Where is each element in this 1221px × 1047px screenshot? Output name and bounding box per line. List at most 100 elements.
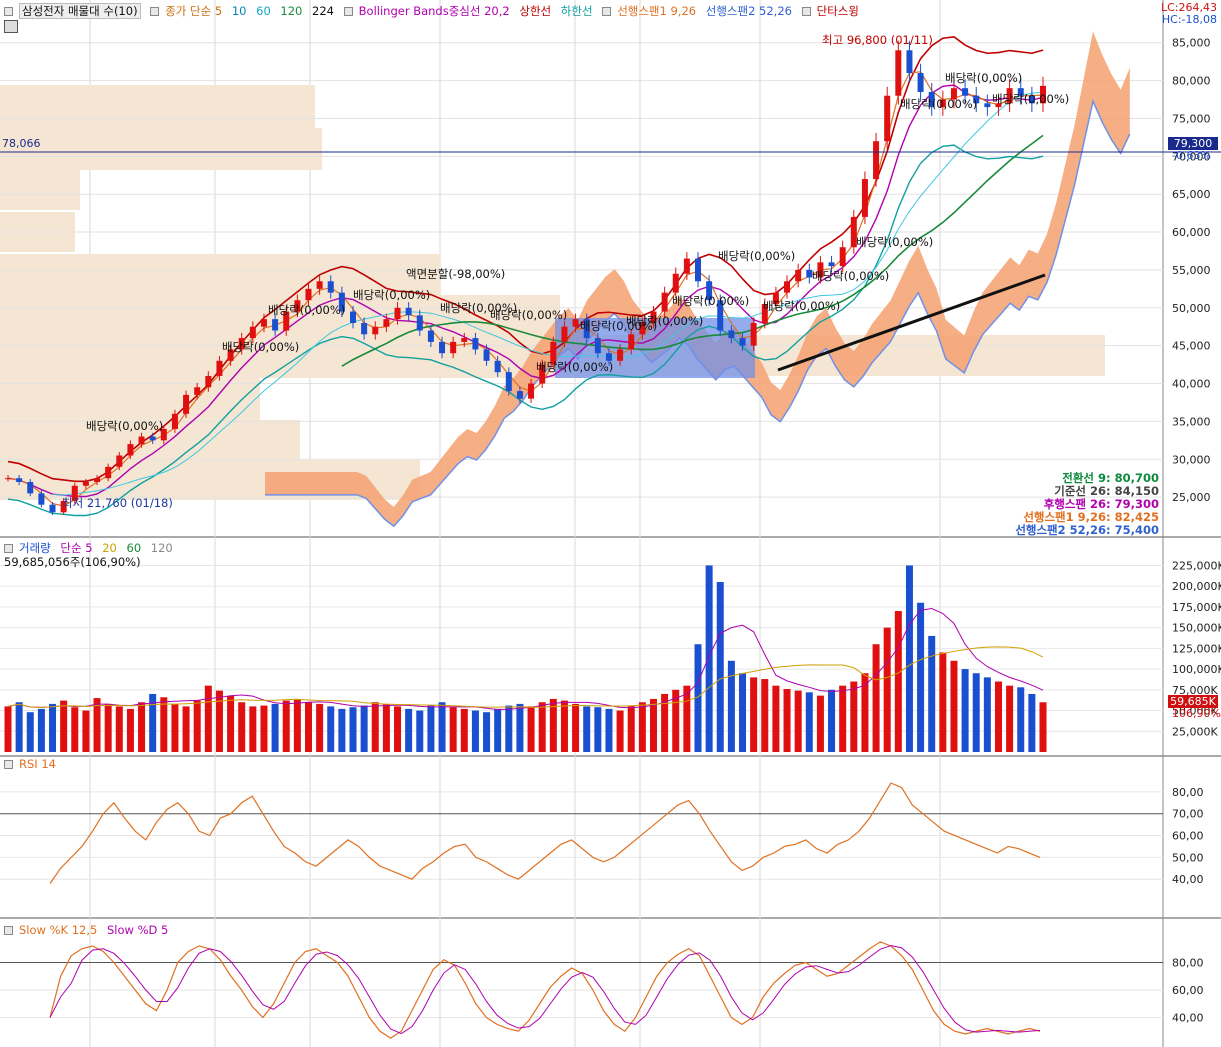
candle-body: [594, 338, 601, 354]
dividend-label-8: 배당락(0,00%): [626, 314, 704, 328]
main-title: 삼성전자 매물대 수(10): [19, 3, 141, 19]
candle-body: [672, 273, 679, 293]
volume-bar: [104, 703, 112, 752]
volume-ma5-line: [7, 608, 1044, 711]
stoch-d-title: Slow %D 5: [106, 923, 169, 937]
candle-body: [628, 334, 635, 350]
vol-tick-6: 175,000K: [1172, 601, 1221, 614]
candle-body: [884, 95, 891, 142]
vol-tick-8: 225,000K: [1172, 559, 1221, 572]
volume-bar: [894, 611, 902, 752]
candle-body: [294, 300, 301, 312]
rsi-tick-1: 50,00: [1172, 851, 1204, 864]
y-tick-label-4: 45,000: [1172, 340, 1211, 353]
trend-line: [777, 273, 1046, 372]
candle-body: [1028, 95, 1035, 104]
table-icon[interactable]: [4, 20, 18, 33]
dividend-label-11: 배당락(0,00%): [763, 299, 841, 313]
volume-bar: [82, 710, 90, 752]
volume-ma20-line: [7, 646, 1044, 708]
candle-body: [962, 88, 969, 96]
candle-body: [850, 216, 857, 248]
volume-bar: [794, 690, 802, 752]
candle-body: [739, 338, 746, 346]
volume-bar: [516, 703, 524, 752]
volume-menu-icon[interactable]: [4, 544, 13, 553]
stoch-menu-icon[interactable]: [4, 926, 13, 935]
candle-body: [483, 349, 490, 361]
main-legend: 삼성전자 매물대 수(10) 종가 단순 5 10 60 120 224 Bol…: [4, 3, 865, 19]
volume-bar: [739, 673, 747, 752]
dividend-label-12: 배당락(0,00%): [812, 269, 890, 283]
candle-body: [316, 281, 323, 289]
volume-profile-bar-1: [0, 128, 322, 170]
volume-bar: [316, 703, 324, 752]
candle-body: [439, 341, 446, 354]
volume-legend: 거래량 단순 5 20 60 120: [4, 540, 179, 556]
volume-profile-bar-2: [0, 170, 80, 210]
swing-icon[interactable]: [801, 7, 811, 16]
candle-body: [717, 300, 724, 331]
volume-bar: [972, 673, 980, 752]
volume-bar: [583, 706, 591, 752]
span1-icon[interactable]: [602, 7, 612, 16]
volume-ma-label: 단순 5: [60, 541, 93, 555]
candle-body: [917, 73, 924, 92]
ichimoku-values: 전환선 9: 80,700 기준선 26: 84,150 후행스팬 26: 79,3…: [1015, 472, 1159, 537]
dividend-label-4: 배당락(0,00%): [440, 301, 518, 315]
ma-period-10: 10: [231, 4, 247, 18]
volume-bar: [750, 677, 758, 752]
candle-body: [528, 383, 535, 399]
volume-bar: [939, 652, 947, 752]
candle-body: [995, 103, 1002, 108]
volume-bar: [494, 708, 502, 752]
volume-ma-120: 120: [150, 541, 173, 555]
volume-bar: [549, 698, 557, 752]
ma-icon[interactable]: [150, 7, 160, 16]
candle-body: [784, 281, 791, 293]
dividend-label-5: 배당락(0,00%): [490, 308, 568, 322]
candle-body: [105, 466, 112, 479]
volume-bar: [839, 685, 847, 752]
volume-bar: [371, 702, 379, 752]
volume-bar: [661, 693, 669, 752]
volume-bar: [861, 673, 869, 752]
volume-bar: [1017, 687, 1025, 752]
volume-bar: [716, 582, 724, 752]
candle-body: [1040, 85, 1046, 104]
candle-body: [127, 444, 134, 456]
y-tick-label-3: 40,000: [1172, 378, 1211, 391]
candle-body: [327, 281, 334, 293]
volume-bar: [705, 565, 713, 752]
volume-bar: [271, 703, 279, 752]
bb-upper-label: 상한선: [519, 4, 552, 18]
high-annotation: 최고 96,800 (01/11): [822, 33, 933, 47]
volume-bar: [37, 708, 45, 752]
bb-icon[interactable]: [343, 7, 353, 16]
volume-bar: [193, 700, 201, 752]
volume-bar: [627, 705, 635, 752]
volume-value: 59,685,056주(106,90%): [4, 555, 141, 569]
bb-lower-line: [7, 144, 1044, 517]
volume-bar: [360, 705, 368, 752]
candle-body: [806, 269, 813, 278]
ichimoku-value-0: 전환선 9: 80,700: [1062, 471, 1159, 485]
volume-bar: [327, 706, 335, 752]
volume-bar: [572, 703, 580, 752]
candle-body: [873, 141, 880, 180]
y-tick-label-1: 30,000: [1172, 453, 1211, 466]
ma-period-224: 224: [312, 4, 334, 18]
volume-bar: [783, 688, 791, 752]
volume-bar: [227, 695, 235, 752]
y-tick-label-6: 55,000: [1172, 264, 1211, 277]
volume-badge: 59,685K: [1168, 695, 1218, 708]
candle-body: [27, 481, 34, 494]
volume-bar: [138, 702, 146, 752]
rsi-menu-icon[interactable]: [4, 760, 13, 769]
vol-tick-4: 125,000K: [1172, 642, 1221, 655]
candle-body: [550, 341, 557, 365]
panel-menu-icon[interactable]: [4, 7, 13, 16]
volume-bar: [115, 706, 123, 752]
candle-body: [761, 304, 768, 323]
volume-bar: [761, 679, 769, 752]
